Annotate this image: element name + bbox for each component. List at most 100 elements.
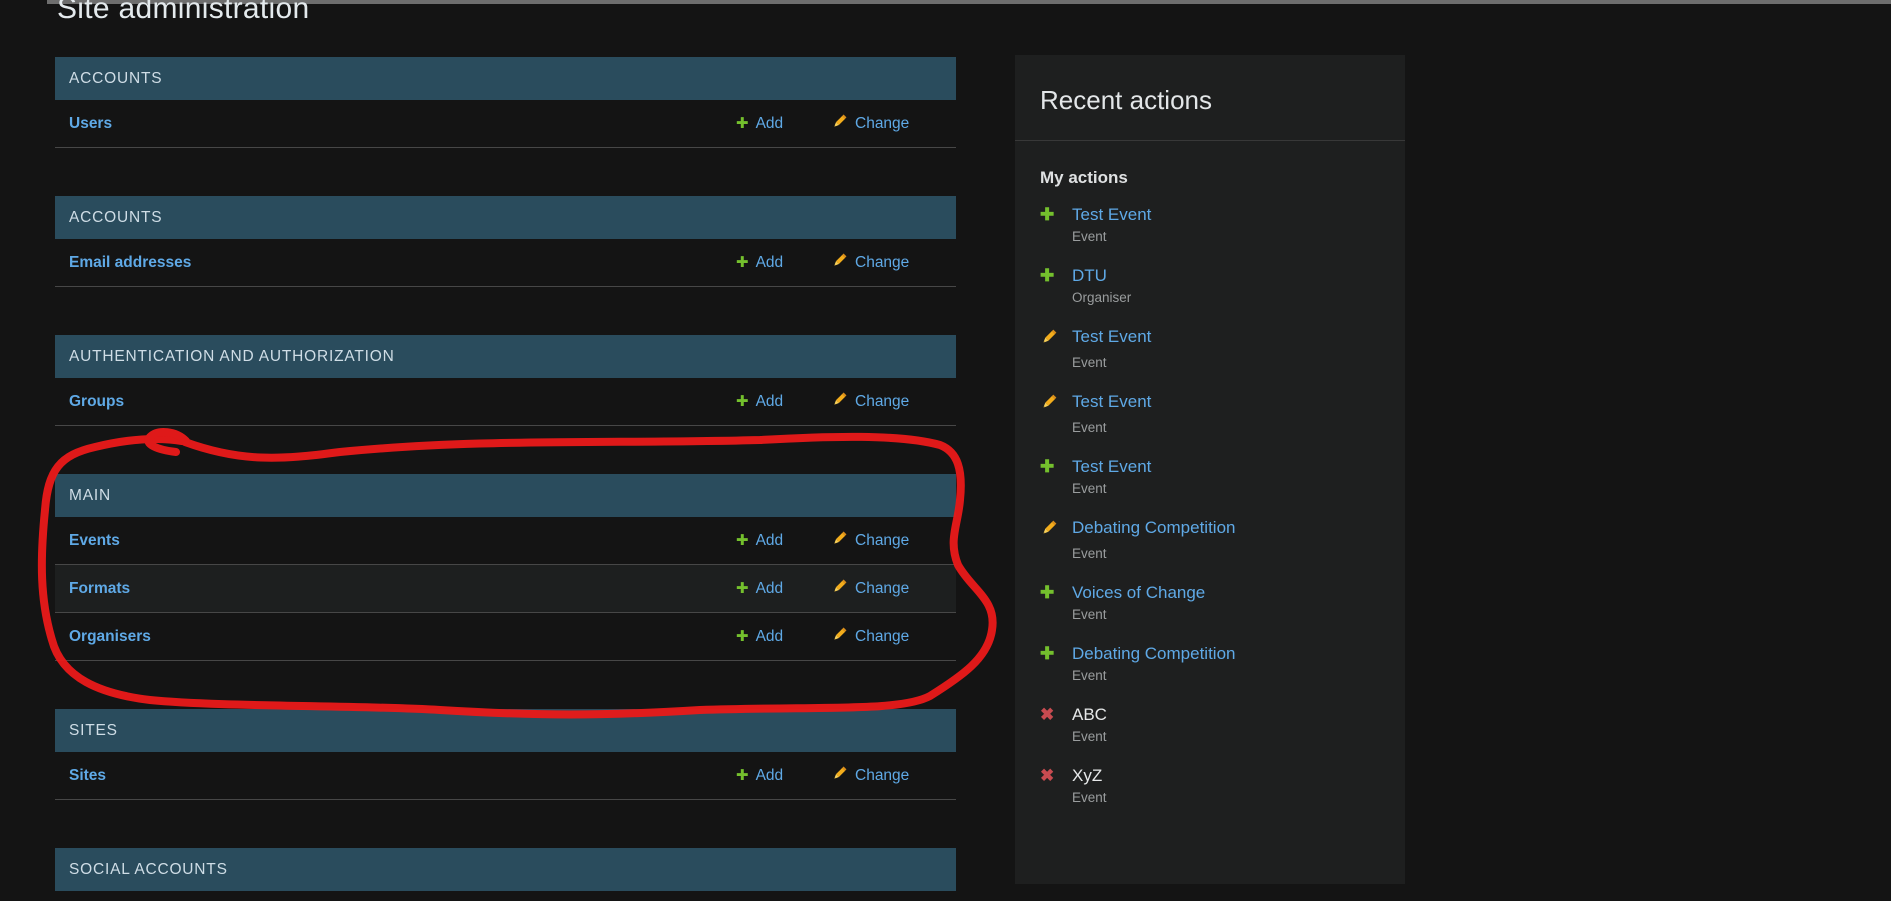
add-link[interactable]: ✚ Add [736,767,831,785]
recent-action-type: Event [1072,420,1107,435]
change-link[interactable]: Change [831,626,941,648]
change-pencil-icon [831,113,848,135]
recent-action-item: ✚ Voices of Change Event [1040,582,1380,622]
recent-action-type: Event [1072,607,1107,622]
recent-action-title[interactable]: Test Event [1072,392,1152,411]
admin-module: ACCOUNTS Email addresses ✚ Add Change [55,196,956,287]
add-link-label: Add [755,114,784,132]
recent-actions-title: Recent actions [1040,85,1212,115]
add-icon: ✚ [736,254,749,271]
add-link-label: Add [755,627,784,645]
admin-module: MAIN Events ✚ Add Change Formats ✚ Add [55,474,956,661]
add-link[interactable]: ✚ Add [736,115,831,133]
model-row: Organisers ✚ Add Change [55,613,956,661]
add-icon: ✚ [1040,644,1055,663]
recent-action-title[interactable]: Test Event [1072,205,1152,224]
add-link-label: Add [755,253,784,271]
recent-action-item: ✖ XyZ Event [1040,765,1380,805]
change-pencil-icon [831,578,848,600]
model-row: Users ✚ Add Change [55,100,956,148]
model-link[interactable]: Formats [69,579,131,597]
recent-action-type: Organiser [1072,290,1132,305]
change-pencil-icon [1040,326,1064,352]
change-pencil-icon [831,530,848,552]
recent-action-title[interactable]: DTU [1072,266,1107,285]
add-link-label: Add [755,531,784,549]
module-caption[interactable]: MAIN [55,474,956,517]
admin-module: SITES Sites ✚ Add Change [55,709,956,800]
add-link[interactable]: ✚ Add [736,254,831,272]
model-link[interactable]: Email addresses [69,253,192,271]
change-link-label: Change [855,392,910,410]
module-caption[interactable]: ACCOUNTS [55,57,956,100]
model-link[interactable]: Users [69,114,113,132]
module-caption[interactable]: ACCOUNTS [55,196,956,239]
model-link[interactable]: Organisers [69,627,151,645]
add-link[interactable]: ✚ Add [736,532,831,550]
recent-action-title: ABC [1072,705,1107,724]
recent-action-item: Test Event Event [1040,326,1380,370]
change-link-label: Change [855,114,910,132]
add-link-label: Add [755,766,784,784]
delete-icon: ✖ [1040,766,1055,785]
change-link-label: Change [855,627,910,645]
change-pencil-icon [1040,517,1064,543]
add-link-label: Add [755,392,784,410]
add-icon: ✚ [736,115,749,132]
recent-action-type: Event [1072,790,1107,805]
change-pencil-icon [831,765,848,787]
change-link[interactable]: Change [831,578,941,600]
change-link[interactable]: Change [831,113,941,135]
change-link-label: Change [855,253,910,271]
change-link-label: Change [855,531,910,549]
recent-action-type: Event [1072,481,1107,496]
change-link[interactable]: Change [831,252,941,274]
recent-actions-panel: Recent actions My actions ✚ Test Event E… [1015,55,1405,884]
add-icon: ✚ [1040,457,1055,476]
recent-action-title[interactable]: Debating Competition [1072,644,1236,663]
recent-action-title[interactable]: Voices of Change [1072,583,1206,602]
module-caption[interactable]: SITES [55,709,956,752]
change-pencil-icon [831,252,848,274]
model-link[interactable]: Sites [69,766,107,784]
add-icon: ✚ [736,393,749,410]
recent-action-type: Event [1072,729,1107,744]
recent-actions-list: ✚ Test Event Event ✚ DTU Organiser Test … [1015,204,1405,805]
module-caption[interactable]: SOCIAL ACCOUNTS [55,848,956,891]
recent-action-title[interactable]: Test Event [1072,327,1152,346]
add-icon: ✚ [736,767,749,784]
top-border-strip [47,0,1891,4]
add-link-label: Add [755,579,784,597]
add-icon: ✚ [736,580,749,597]
recent-actions-header: Recent actions [1015,55,1405,141]
change-link[interactable]: Change [831,765,941,787]
add-icon: ✚ [1040,205,1055,224]
recent-action-title[interactable]: Debating Competition [1072,518,1236,537]
model-link[interactable]: Events [69,531,120,549]
page-title: Site administration [57,0,310,25]
change-link[interactable]: Change [831,530,941,552]
recent-action-title[interactable]: Test Event [1072,457,1152,476]
change-link[interactable]: Change [831,391,941,413]
model-row: Events ✚ Add Change [55,517,956,565]
add-link[interactable]: ✚ Add [736,580,831,598]
recent-action-item: ✖ ABC Event [1040,704,1380,744]
change-pencil-icon [1040,391,1064,417]
add-link[interactable]: ✚ Add [736,628,831,646]
change-pencil-icon [831,391,848,413]
module-caption[interactable]: AUTHENTICATION AND AUTHORIZATION [55,335,956,378]
my-actions-heading: My actions [1040,168,1128,187]
model-row: Sites ✚ Add Change [55,752,956,800]
add-icon: ✚ [736,532,749,549]
recent-action-item: ✚ Test Event Event [1040,456,1380,496]
recent-action-item: ✚ Test Event Event [1040,204,1380,244]
recent-action-item: ✚ DTU Organiser [1040,265,1380,305]
model-row: Formats ✚ Add Change [55,565,956,613]
change-link-label: Change [855,766,910,784]
delete-icon: ✖ [1040,705,1055,724]
admin-module: SOCIAL ACCOUNTS [55,848,956,891]
model-link[interactable]: Groups [69,392,125,410]
add-icon: ✚ [1040,583,1055,602]
add-link[interactable]: ✚ Add [736,393,831,411]
recent-action-type: Event [1072,229,1107,244]
